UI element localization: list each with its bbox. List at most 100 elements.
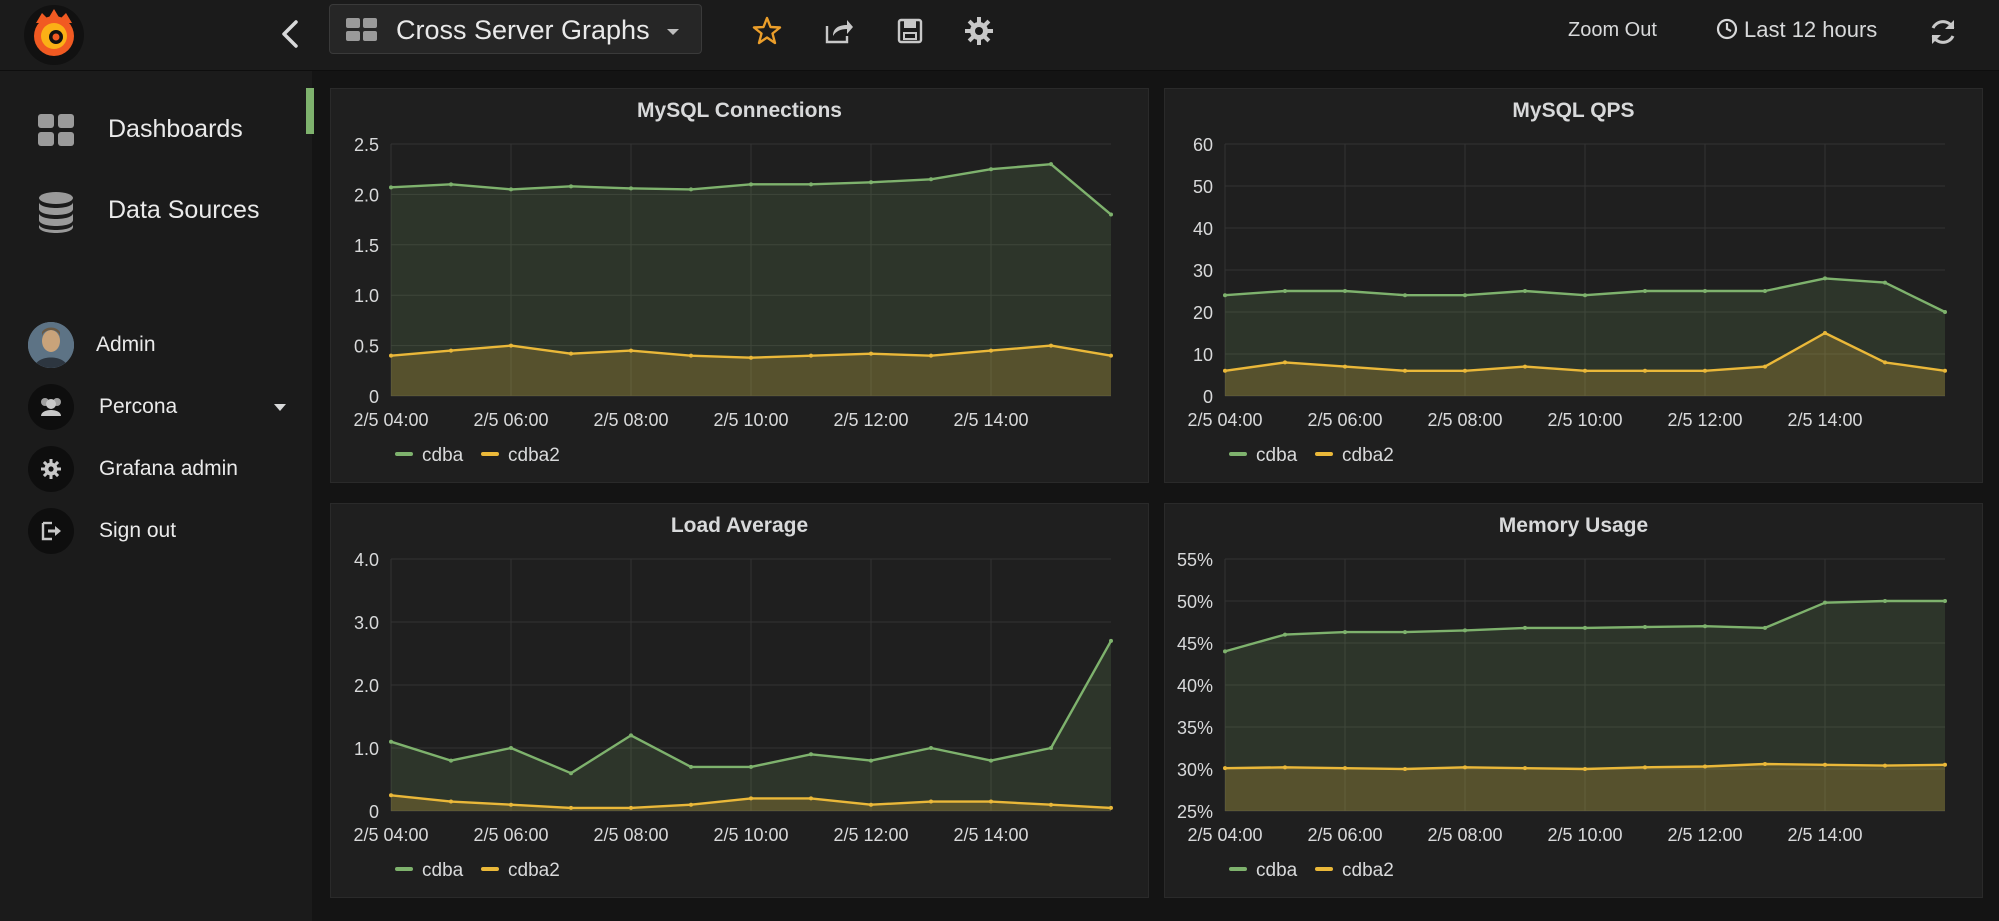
- x-tick-label: 2/5 04:00: [1187, 825, 1262, 845]
- panel-title[interactable]: Memory Usage: [1498, 514, 1649, 537]
- dashboard-grid-icon: [346, 18, 377, 41]
- sidebar-active-indicator: [306, 88, 314, 134]
- data-point-cdba2: [1283, 765, 1287, 770]
- data-point-cdba2: [449, 348, 453, 353]
- panel-title[interactable]: MySQL Connections: [637, 99, 842, 122]
- data-point-cdba: [1643, 289, 1647, 293]
- sidebar-item-grafana-admin[interactable]: Grafana admin: [0, 442, 300, 496]
- data-point-cdba2: [509, 802, 513, 807]
- chart-svg: 0 1.0 2.0 3.0 4.0 2/5 04:00 2/5 06:00 2/5 08:00…: [353, 550, 1113, 845]
- y-tick-label: 20: [1193, 303, 1213, 323]
- series-area-cdba2: [391, 795, 1111, 811]
- data-point-cdba: [569, 184, 573, 189]
- dashboards-grid-icon: [38, 114, 74, 146]
- data-point-cdba2: [1523, 766, 1527, 771]
- sidebar-item-dashboards[interactable]: Dashboards: [0, 100, 300, 160]
- data-point-cdba: [1283, 289, 1287, 293]
- data-point-cdba: [1943, 310, 1947, 314]
- time-range-picker[interactable]: Last 12 hours: [1716, 17, 1877, 43]
- admin-icon-circle: [28, 446, 74, 492]
- legend-item-cdba2[interactable]: cdba2: [1315, 445, 1394, 467]
- x-tick-label: 2/5 14:00: [953, 825, 1028, 845]
- x-tick-label: 2/5 06:00: [473, 825, 548, 845]
- data-point-cdba2: [449, 799, 453, 804]
- data-point-cdba2: [629, 805, 633, 810]
- data-point-cdba: [989, 167, 993, 172]
- data-point-cdba2: [1583, 368, 1587, 373]
- save-icon[interactable]: [893, 14, 927, 48]
- data-point-cdba2: [869, 802, 873, 807]
- legend: cdba cdba2: [331, 445, 1148, 475]
- dashboard-picker-button[interactable]: Cross Server Graphs: [329, 4, 702, 54]
- top-navbar: Cross Server Graphs Zoom Out Last 12 hou…: [0, 0, 1999, 71]
- panel-mysql-qps[interactable]: MySQL QPS 0 10 20 30 40 50 60 2/5 04:00 2/5 06:0…: [1164, 88, 1983, 483]
- legend-item-cdba[interactable]: cdba: [1229, 860, 1297, 882]
- data-point-cdba2: [1883, 360, 1887, 365]
- time-range-label: Last 12 hours: [1744, 17, 1878, 42]
- series-area-cdba: [391, 164, 1111, 396]
- data-point-cdba: [1883, 599, 1887, 603]
- legend-item-cdba2[interactable]: cdba2: [481, 860, 560, 882]
- sidebar-item-data-sources[interactable]: Data Sources: [0, 181, 300, 241]
- data-point-cdba: [1703, 289, 1707, 293]
- data-point-cdba: [449, 758, 453, 763]
- data-point-cdba: [1583, 625, 1587, 630]
- sidebar-user-profile[interactable]: Admin: [0, 318, 300, 372]
- series-area-cdba: [1225, 601, 1945, 811]
- y-tick-label: 0: [1203, 387, 1213, 407]
- legend-item-cdba[interactable]: cdba: [395, 445, 463, 467]
- legend-item-cdba2[interactable]: cdba2: [1315, 860, 1394, 882]
- chevron-left-icon[interactable]: [272, 14, 312, 54]
- data-point-cdba2: [1583, 767, 1587, 771]
- database-icon: [39, 192, 73, 233]
- data-point-cdba: [1943, 599, 1947, 603]
- data-point-cdba: [689, 187, 693, 192]
- data-point-cdba: [389, 185, 393, 190]
- legend-item-cdba[interactable]: cdba: [1229, 445, 1297, 467]
- panel-title[interactable]: MySQL QPS: [1512, 99, 1635, 122]
- data-point-cdba2: [689, 802, 693, 807]
- x-tick-label: 2/5 10:00: [713, 410, 788, 430]
- legend-item-cdba2[interactable]: cdba2: [481, 445, 560, 467]
- data-point-cdba2: [929, 353, 933, 358]
- x-tick-label: 2/5 10:00: [713, 825, 788, 845]
- zoom-out-button[interactable]: Zoom Out: [1568, 19, 1657, 41]
- gear-icon[interactable]: [962, 14, 996, 48]
- sidebar-org-switcher[interactable]: Percona: [0, 380, 300, 434]
- sidebar-item-sign-out[interactable]: Sign out: [0, 504, 300, 558]
- legend-label: cdba: [1256, 445, 1298, 466]
- user-name: Admin: [96, 333, 156, 356]
- data-point-cdba2: [929, 799, 933, 804]
- data-point-cdba2: [1343, 766, 1347, 771]
- data-point-cdba2: [1343, 364, 1347, 369]
- data-point-cdba2: [1403, 368, 1407, 373]
- sidebar-item-label: Data Sources: [108, 196, 260, 224]
- org-name: Percona: [99, 395, 178, 418]
- data-point-cdba: [1403, 293, 1407, 298]
- panel-load-average[interactable]: Load Average 0 1.0 2.0 3.0 4.0 2/5 04:00 2/5 0…: [330, 503, 1149, 898]
- panel-mysql-connections[interactable]: MySQL Connections 0 0.5 1.0 1.5 2.0 2.5 2/5 04…: [330, 88, 1149, 483]
- data-point-cdba2: [1763, 761, 1767, 766]
- data-point-cdba: [1763, 289, 1767, 293]
- grafana-logo-icon[interactable]: [22, 3, 86, 67]
- y-tick-label: 40%: [1177, 676, 1213, 696]
- x-tick-label: 2/5 04:00: [353, 410, 428, 430]
- star-icon[interactable]: [750, 14, 784, 48]
- data-point-cdba2: [1049, 343, 1053, 348]
- data-point-cdba: [989, 758, 993, 763]
- panel-memory-usage[interactable]: Memory Usage 25% 30% 35% 40% 45% 50% 55% 2/5 04…: [1164, 503, 1983, 898]
- data-point-cdba: [809, 752, 813, 757]
- share-icon[interactable]: [821, 14, 855, 48]
- y-tick-label: 2.5: [354, 135, 379, 155]
- data-point-cdba: [389, 739, 393, 744]
- avatar: [28, 322, 74, 368]
- y-tick-label: 35%: [1177, 718, 1213, 738]
- legend-item-cdba[interactable]: cdba: [395, 860, 463, 882]
- data-point-cdba2: [1223, 368, 1227, 373]
- y-tick-label: 60: [1193, 135, 1213, 155]
- data-point-cdba: [689, 764, 693, 769]
- refresh-icon[interactable]: [1925, 14, 1961, 50]
- sidebar-link-label: Sign out: [99, 519, 177, 542]
- data-point-cdba: [1049, 162, 1053, 167]
- panel-title[interactable]: Load Average: [670, 514, 809, 537]
